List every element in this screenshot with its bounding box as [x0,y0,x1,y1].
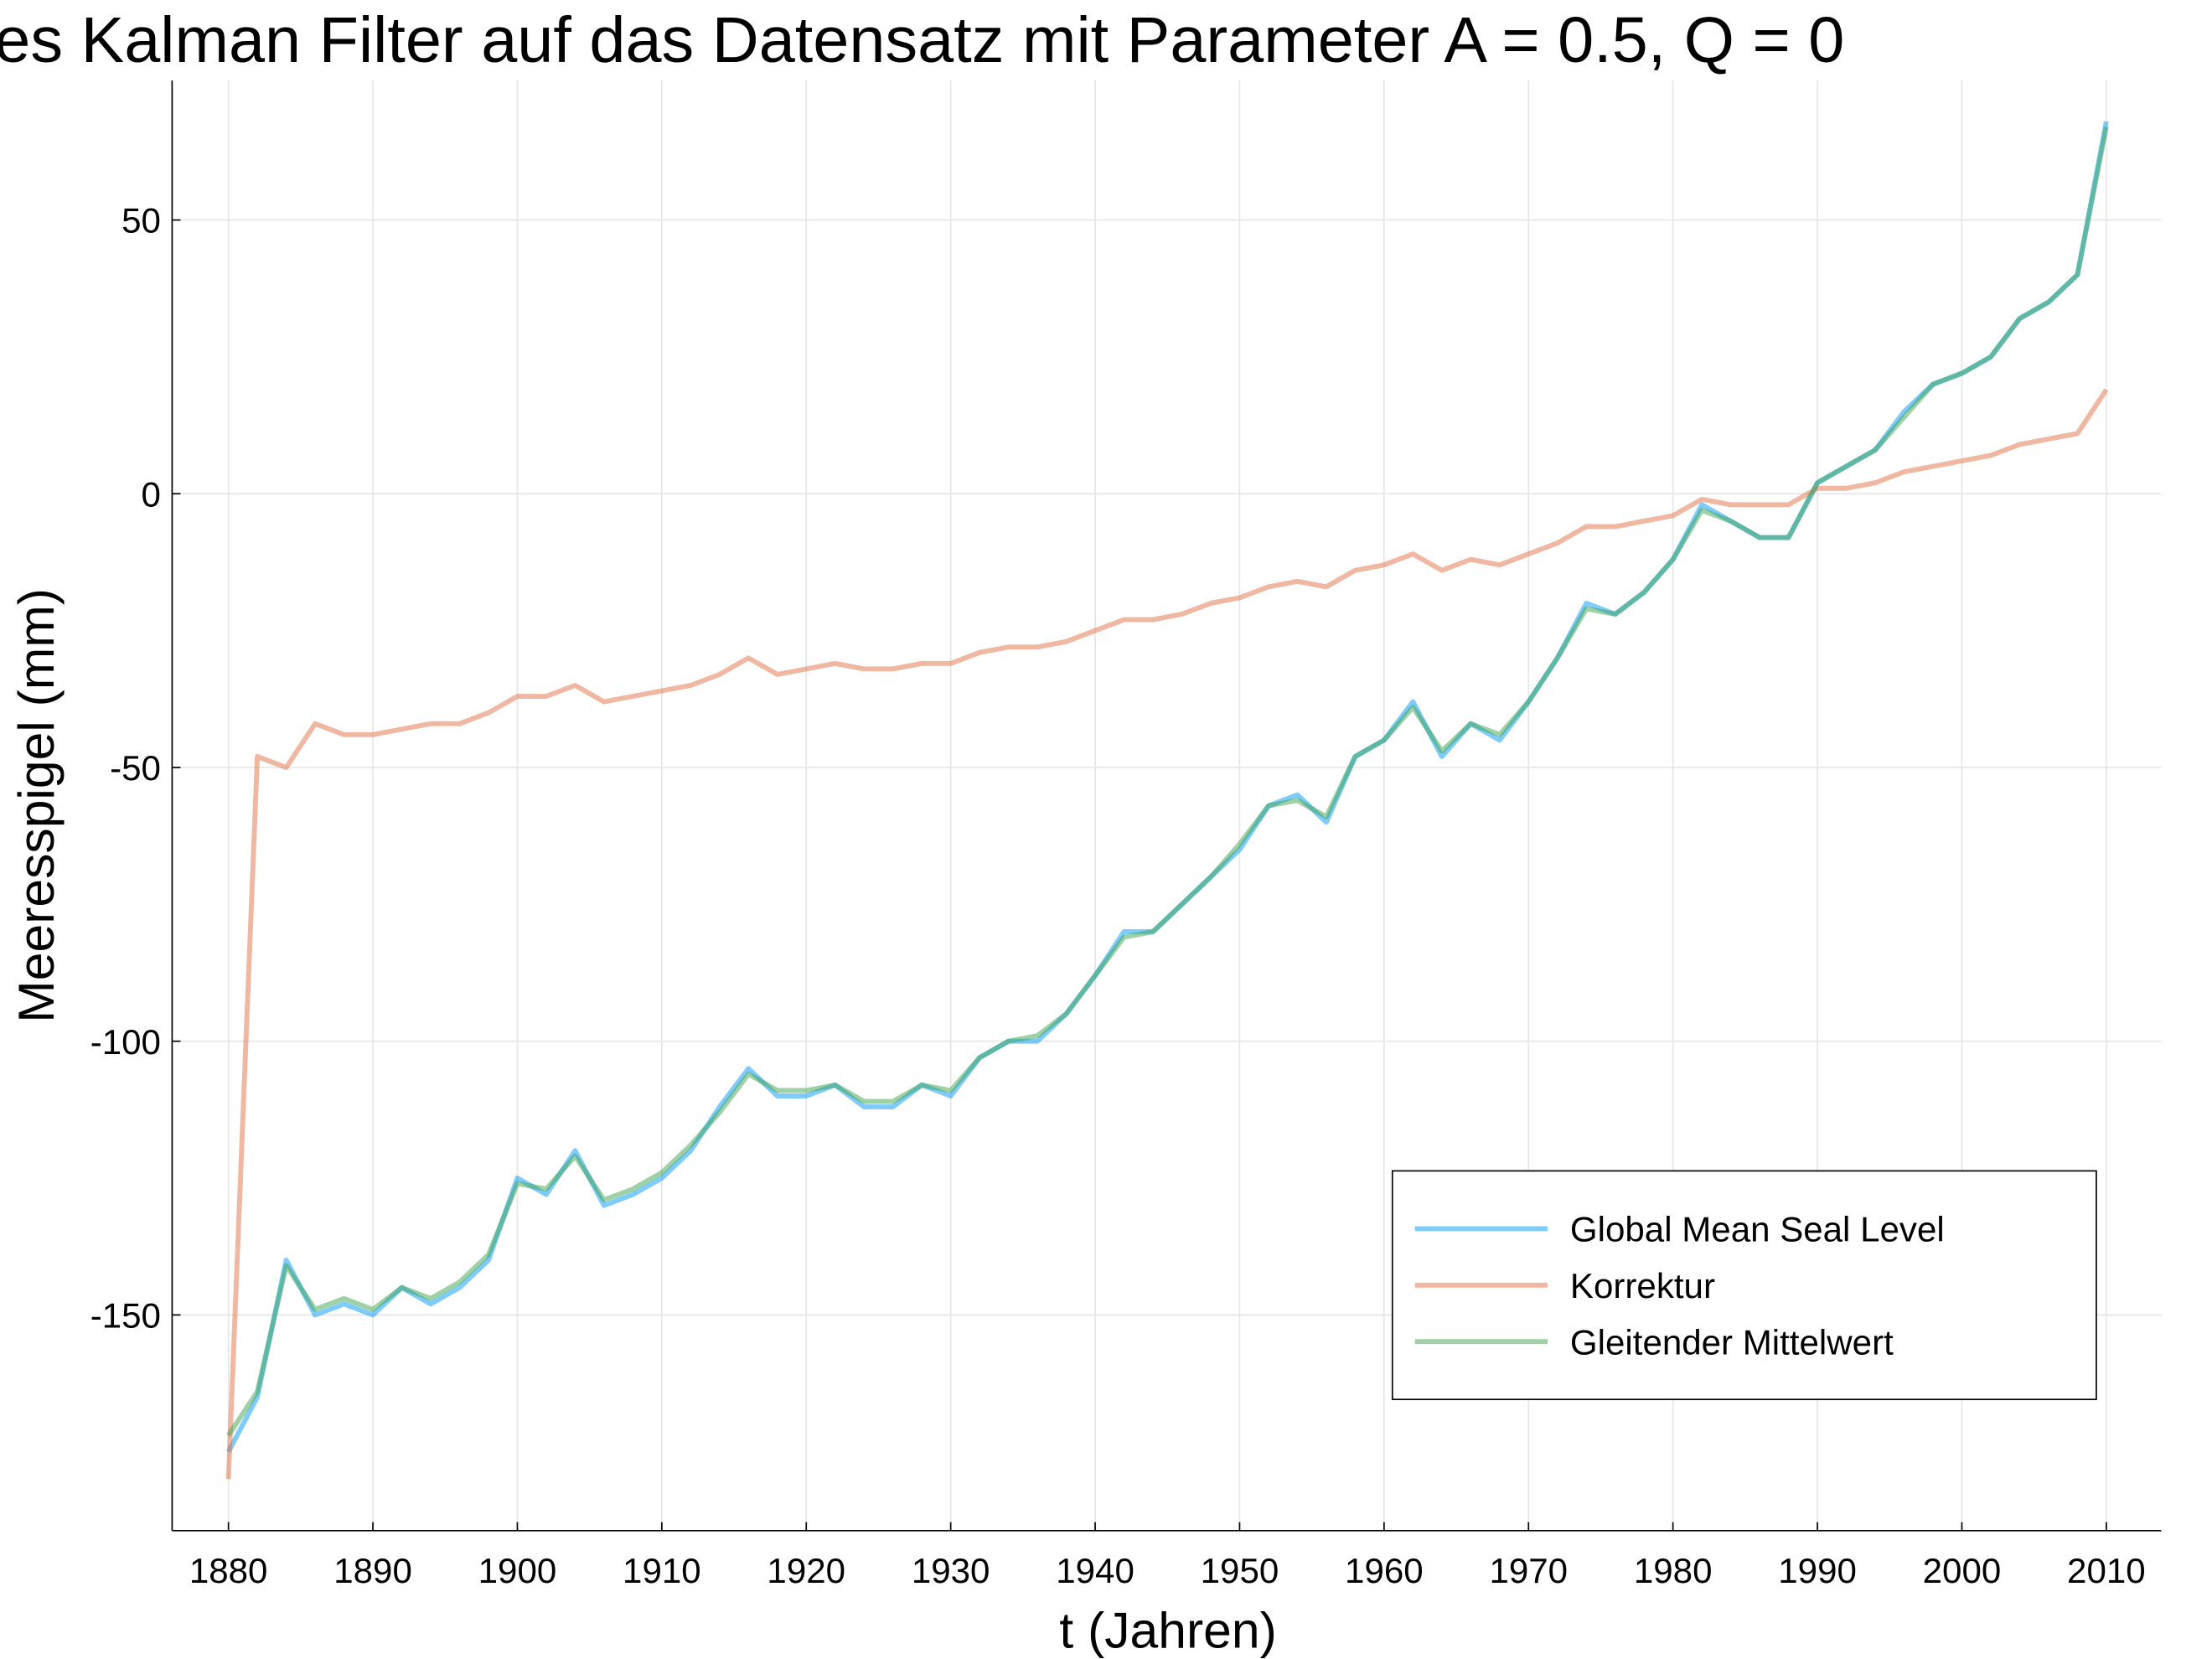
y-tick-label: -150 [90,1296,161,1336]
x-tick-label: 1890 [333,1551,412,1590]
legend-label: Gleitender Mittelwert [1570,1322,1894,1362]
x-tick-label: 1950 [1201,1551,1279,1590]
series-line [226,126,2109,1437]
series-line [225,388,2109,1480]
x-tick-label: 1910 [623,1551,701,1590]
x-axis-label: t (Jahren) [1059,1602,1276,1659]
x-tick-label: 1970 [1489,1551,1568,1590]
x-tick-label: 1980 [1634,1551,1713,1590]
x-tick-label: 1960 [1345,1551,1424,1590]
x-tick-label: 2010 [2067,1551,2146,1590]
x-tick-label: 1990 [1778,1551,1857,1590]
x-tick-label: 1920 [767,1551,845,1590]
y-tick-label: -50 [110,748,161,788]
y-axis-label: Meeresspigel (mm) [8,588,65,1023]
y-tick-label: -100 [90,1022,161,1062]
x-tick-label: 1900 [478,1551,557,1590]
x-tick-label: 1930 [912,1551,990,1590]
y-tick-label: 50 [121,201,161,240]
x-tick-label: 2000 [1923,1551,2002,1590]
x-tick-label: 1940 [1056,1551,1134,1590]
legend: Global Mean Seal Level Korrektur Gleitende… [1391,1170,2097,1401]
chart-title: es Kalman Filter auf das Datensatz mit P… [0,4,1844,76]
x-tick-label: 1880 [189,1551,268,1590]
y-tick-label: 0 [142,474,161,514]
legend-label: Global Mean Seal Level [1570,1210,1945,1249]
legend-label: Korrektur [1570,1266,1715,1305]
